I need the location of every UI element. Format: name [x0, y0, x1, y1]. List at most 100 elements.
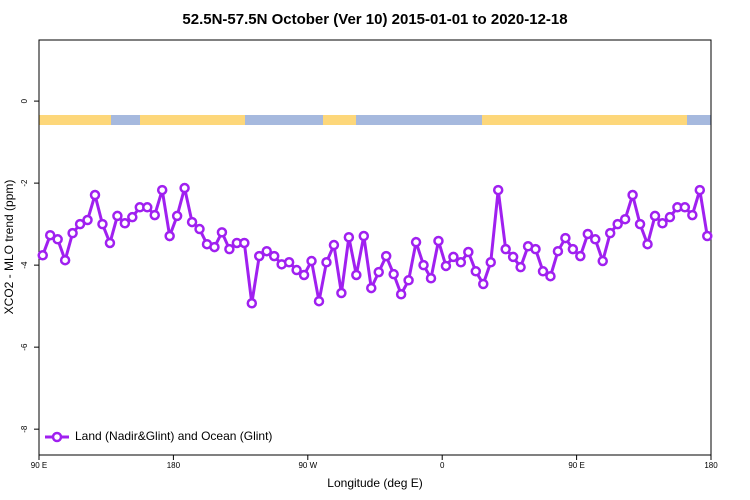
- point: [485, 257, 496, 268]
- point: [298, 269, 310, 281]
- point: [179, 182, 190, 194]
- point: [627, 189, 638, 201]
- point: [358, 230, 370, 242]
- point: [515, 261, 526, 273]
- point: [82, 214, 93, 226]
- point: [37, 250, 48, 261]
- legend-label: Land (Nadir&Glint) and Ocean (Glint): [75, 429, 272, 443]
- point: [67, 227, 78, 239]
- point: [582, 228, 594, 240]
- point: [604, 227, 616, 239]
- point: [59, 254, 71, 266]
- point: [649, 210, 661, 222]
- point: [657, 218, 668, 229]
- point: [492, 184, 504, 196]
- point: [552, 245, 564, 257]
- point: [619, 213, 631, 225]
- point: [149, 209, 160, 221]
- x-tick-label: 180: [167, 461, 181, 470]
- point: [224, 243, 235, 255]
- point: [664, 211, 676, 223]
- point: [702, 230, 713, 242]
- point: [694, 184, 706, 196]
- point: [261, 245, 272, 257]
- point: [112, 210, 123, 222]
- x-tick-label: 180: [704, 461, 718, 470]
- y-tick-label: 0: [20, 98, 29, 103]
- point: [119, 218, 131, 229]
- point: [537, 266, 549, 277]
- point: [366, 282, 377, 294]
- point: [418, 259, 429, 271]
- point: [388, 268, 399, 280]
- point: [291, 264, 302, 276]
- point: [268, 250, 280, 262]
- point: [530, 243, 541, 255]
- point: [336, 287, 347, 299]
- point: [164, 230, 175, 242]
- point: [575, 250, 586, 262]
- point: [194, 223, 205, 235]
- point: [74, 218, 86, 230]
- point: [679, 202, 691, 213]
- point: [171, 210, 183, 222]
- point: [246, 298, 258, 309]
- land-ocean-strip: [39, 115, 711, 125]
- point: [500, 243, 511, 255]
- point: [440, 260, 452, 272]
- point: [448, 251, 459, 263]
- point: [328, 239, 340, 251]
- x-tick-label: 90 W: [298, 461, 317, 470]
- point: [97, 218, 108, 230]
- x-tick-label: 90 E: [31, 461, 47, 470]
- point: [634, 218, 646, 230]
- point: [687, 209, 698, 221]
- point: [104, 237, 116, 249]
- y-tick-label: -4: [20, 261, 29, 269]
- point: [343, 231, 355, 243]
- chart-title: 52.5N-57.5N October (Ver 10) 2015-01-01 …: [182, 11, 567, 28]
- point: [239, 237, 250, 249]
- point: [283, 257, 295, 268]
- point: [209, 241, 220, 253]
- point: [395, 288, 407, 300]
- y-tick-label: -8: [20, 425, 29, 433]
- point: [425, 273, 437, 284]
- point: [306, 255, 317, 267]
- point: [567, 243, 579, 255]
- x-tick-label: 0: [440, 461, 445, 470]
- point: [89, 189, 101, 201]
- point: [351, 269, 362, 281]
- point: [142, 202, 153, 213]
- point: [52, 234, 63, 245]
- point: [560, 232, 571, 244]
- point: [216, 227, 228, 238]
- point: [433, 235, 444, 247]
- point: [44, 229, 56, 241]
- point: [186, 216, 198, 228]
- point: [321, 257, 332, 268]
- point: [254, 250, 265, 262]
- point: [313, 295, 325, 307]
- legend-marker: [51, 431, 63, 443]
- x-tick-label: 90 E: [568, 461, 584, 470]
- point: [463, 246, 474, 258]
- point: [380, 250, 392, 262]
- point: [470, 266, 482, 277]
- point: [507, 251, 519, 263]
- y-tick-label: -6: [20, 343, 29, 351]
- point: [455, 257, 467, 268]
- point: [590, 234, 601, 245]
- point: [545, 270, 556, 282]
- plot-frame: [38, 39, 712, 456]
- point: [478, 278, 489, 290]
- point: [597, 255, 608, 267]
- y-tick-label: -2: [20, 179, 29, 187]
- point: [642, 238, 653, 250]
- point: [156, 184, 168, 196]
- point: [403, 275, 414, 286]
- point: [612, 218, 623, 230]
- y-axis-label: XCO2 - MLO trend (ppm): [2, 180, 16, 315]
- point: [127, 211, 138, 223]
